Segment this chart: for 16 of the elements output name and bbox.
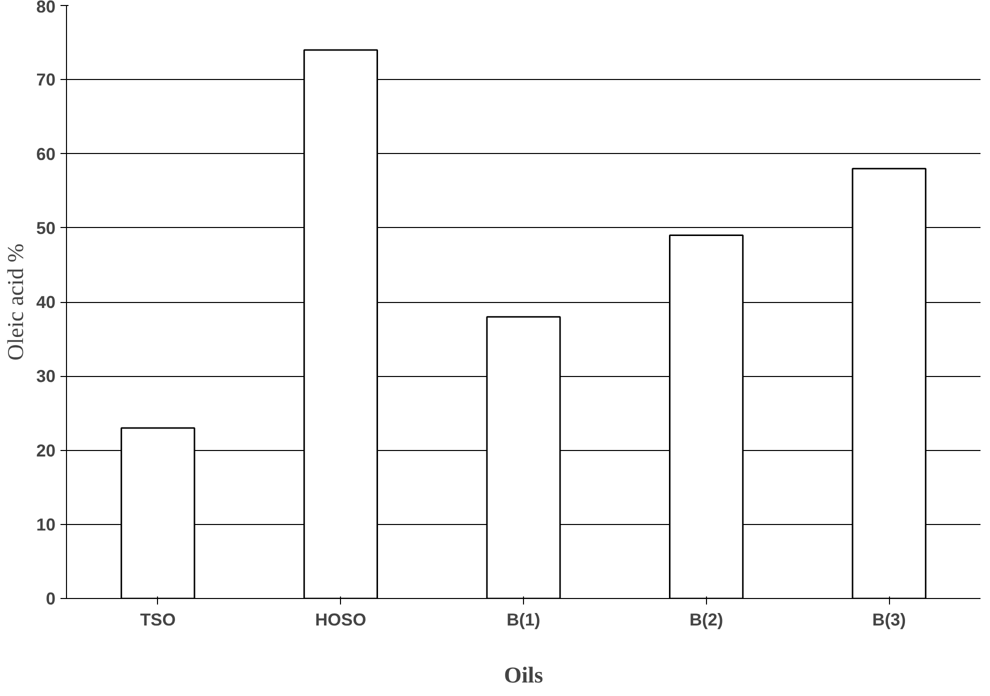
y-tick-label: 30 xyxy=(36,366,56,386)
y-axis-title: Oleic acid % xyxy=(3,243,28,360)
y-tick-label: 40 xyxy=(36,292,56,312)
x-tick-label: B(1) xyxy=(506,610,540,630)
y-tick-label: 80 xyxy=(36,0,56,16)
x-axis-title: Oils xyxy=(504,662,544,688)
x-tick-label: HOSO xyxy=(315,610,366,630)
y-tick-label: 10 xyxy=(36,514,56,534)
y-tick-label: 70 xyxy=(36,70,56,90)
y-tick-label: 60 xyxy=(36,144,56,164)
y-tick-label: 0 xyxy=(46,588,56,608)
y-tick-label: 20 xyxy=(36,440,56,460)
y-tick-label: 50 xyxy=(36,218,56,238)
x-tick-label: TSO xyxy=(140,610,176,630)
x-tick-label: B(2) xyxy=(689,610,724,630)
x-tick-label: B(3) xyxy=(872,610,906,630)
